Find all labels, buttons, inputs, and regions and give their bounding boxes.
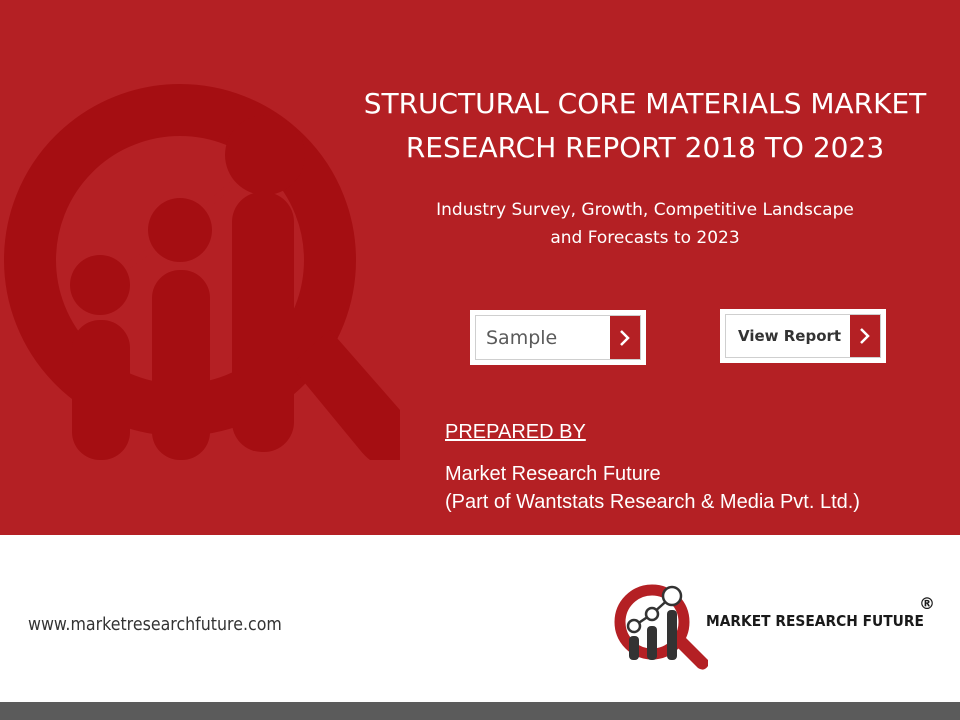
- chevron-right-icon: [850, 315, 880, 357]
- registered-mark: ®: [919, 594, 935, 613]
- website-link[interactable]: www.marketresearchfuture.com: [28, 614, 282, 635]
- company-parent: (Part of Wantstats Research & Media Pvt.…: [445, 491, 860, 513]
- report-title: STRUCTURAL CORE MATERIALS MARKET RESEARC…: [330, 82, 960, 170]
- report-subtitle-line1: Industry Survey, Growth, Competitive Lan…: [436, 200, 854, 220]
- company-info: Market Research Future (Part of Wantstat…: [445, 460, 860, 516]
- report-subtitle: Industry Survey, Growth, Competitive Lan…: [380, 196, 910, 252]
- view-report-button[interactable]: View Report: [720, 309, 886, 363]
- watermark-magnifier-chart-icon: [4, 84, 400, 460]
- brand-name: MARKET RESEARCH FUTURE: [706, 612, 924, 630]
- sample-button[interactable]: Sample: [470, 310, 646, 365]
- company-name: Market Research Future: [445, 463, 661, 485]
- prepared-by-heading: PREPARED BY: [445, 421, 586, 443]
- view-report-button-label: View Report: [738, 327, 842, 345]
- report-subtitle-line2: and Forecasts to 2023: [550, 228, 740, 248]
- view-report-button-inner[interactable]: View Report: [725, 314, 881, 358]
- chevron-right-icon: [610, 316, 640, 359]
- hero-banner: STRUCTURAL CORE MATERIALS MARKET RESEARC…: [0, 0, 960, 535]
- sample-button-label: Sample: [486, 326, 558, 349]
- report-title-line1: STRUCTURAL CORE MATERIALS MARKET: [363, 87, 927, 120]
- bottom-bar: [0, 702, 960, 720]
- report-title-line2: RESEARCH REPORT 2018 TO 2023: [405, 131, 885, 164]
- sample-button-inner[interactable]: Sample: [475, 315, 641, 360]
- brand-logo-magnifier-chart-icon: [614, 584, 708, 670]
